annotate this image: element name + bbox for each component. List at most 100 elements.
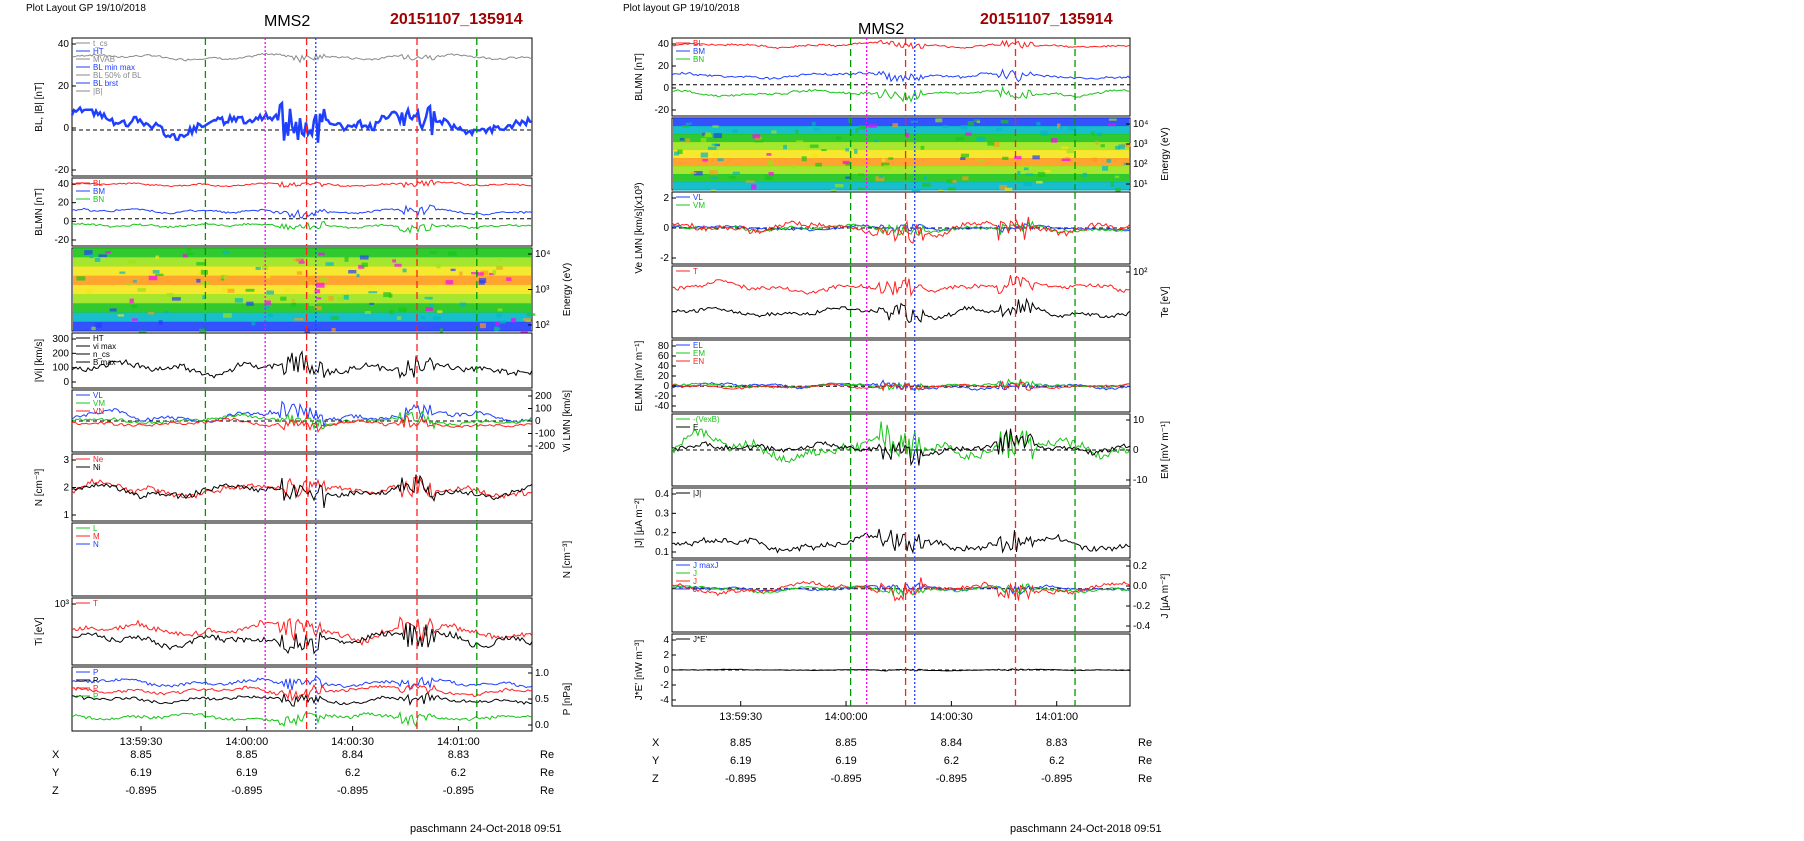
right-event-id: 20151107_135914 <box>980 11 1113 28</box>
spectrogram-speckle <box>987 141 995 146</box>
legend-entry: T <box>93 599 98 608</box>
spectrogram-speckle <box>76 276 86 281</box>
spectrogram-speckle <box>946 179 953 184</box>
panel-frame <box>71 522 533 597</box>
spectrogram-speckle <box>1107 123 1117 127</box>
spectrogram-speckle <box>459 302 467 307</box>
spectrogram-speckle <box>881 162 890 167</box>
spectrogram-speckle <box>1061 158 1071 162</box>
spectrogram-speckle <box>892 123 899 128</box>
spectrogram-speckle <box>976 136 986 142</box>
spectrogram-speckle <box>700 137 707 143</box>
legend-entry: P <box>93 684 98 693</box>
legend-entry: Ne <box>93 455 104 464</box>
series-bl <box>71 179 533 189</box>
y-tick-label: 100 <box>52 363 69 374</box>
series--b- <box>71 52 533 64</box>
spectrogram-speckle <box>1115 187 1121 193</box>
spectrogram-speckle <box>682 125 690 128</box>
spectrogram-speckle <box>132 280 137 283</box>
panel-3: 10² Te [eV] T <box>671 265 1171 339</box>
spectrogram-speckle <box>709 170 718 175</box>
y-tick-label: 0.4 <box>655 489 669 500</box>
right-spacecraft-title: MMS2 <box>858 21 904 38</box>
y-axis-label: Energy (eV) <box>562 263 573 316</box>
legend-entry: BN <box>693 55 704 64</box>
spectrogram-speckle <box>437 310 443 314</box>
ephemeris-unit: Re <box>540 767 554 779</box>
y-tick-label: -4 <box>660 695 669 706</box>
spectrogram-speckle <box>771 130 777 134</box>
ephemeris-value: 6.19 <box>236 767 257 779</box>
y-axis-label: Te [eV] <box>1160 286 1171 317</box>
spectrogram-speckle <box>874 139 879 143</box>
x-tick-label: 14:00:00 <box>225 736 268 748</box>
series-bn <box>671 85 1131 103</box>
spectrogram-speckle <box>291 299 295 302</box>
spectrogram-speckle <box>855 128 859 133</box>
spectrogram-speckle <box>343 294 349 300</box>
spectrogram-speckle <box>677 149 683 155</box>
spectrogram-speckle <box>155 273 164 277</box>
spectrogram-speckle <box>845 148 850 152</box>
legend-entry: EN <box>693 357 704 366</box>
spectrogram-speckle <box>348 269 357 274</box>
legend-entry: B max <box>93 358 116 367</box>
y-tick-label: 10³ <box>1133 139 1148 150</box>
spectrogram-speckle <box>1036 121 1041 126</box>
legend-entry: P <box>93 692 98 701</box>
spectrogram-speckle <box>344 257 349 262</box>
y-tick-label: -200 <box>535 441 555 452</box>
spectrogram-speckle <box>1000 120 1009 124</box>
spectrogram-speckle <box>1002 156 1009 160</box>
series--vexb- <box>672 428 1131 467</box>
spectrogram-speckle <box>713 133 722 139</box>
y-axis-label: EM [mV m⁻¹] <box>1160 421 1171 479</box>
y-tick-label: 10⁴ <box>1133 119 1148 130</box>
panel-frame <box>71 597 533 666</box>
ephemeris-value: -0.895 <box>337 785 368 797</box>
y-tick-label: -20 <box>655 105 670 116</box>
ephemeris-unit: Re <box>1138 773 1152 785</box>
ephemeris-unit: Re <box>540 785 554 797</box>
spectrogram-speckle <box>496 313 502 318</box>
spectrogram-speckle <box>361 262 368 267</box>
spectrogram-speckle <box>325 262 334 266</box>
legend-entry: J <box>693 585 697 594</box>
y-tick-label: 4 <box>663 635 669 646</box>
spectrogram-speckle <box>754 136 762 142</box>
spectrogram-speckle <box>318 252 325 256</box>
spectrogram-speckle <box>850 165 857 169</box>
spectrogram-speckle <box>1023 167 1029 171</box>
spectrogram-speckle <box>126 283 133 286</box>
y-tick-label: 0 <box>63 216 69 227</box>
spectrogram-speckle <box>522 318 532 321</box>
y-tick-label: -2 <box>660 253 669 264</box>
legend-entry: VN <box>93 407 104 416</box>
panel-6: N [cm⁻³] LMN <box>71 522 573 597</box>
spectrogram-speckle <box>328 296 334 301</box>
ephemeris-value: -0.895 <box>830 773 861 785</box>
ephemeris-value: -0.895 <box>936 773 967 785</box>
spectrogram-speckle <box>960 153 970 158</box>
spectrogram-speckle <box>996 128 1002 131</box>
y-axis-label: Energy (eV) <box>1160 127 1171 180</box>
panel-2: 10⁴ 10³ 10² Energy (eV) <box>71 247 573 335</box>
legend-entry: L <box>93 524 98 533</box>
spectrogram-speckle <box>921 182 931 187</box>
legend-entry: EM <box>693 349 705 358</box>
spectrogram-speckle <box>245 288 255 292</box>
y-tick-label: 0.3 <box>655 508 669 519</box>
right-footer: paschmann 24-Oct-2018 09:51 <box>1010 823 1162 835</box>
legend-entry: vi max <box>93 342 116 351</box>
left-footer: paschmann 24-Oct-2018 09:51 <box>410 823 562 835</box>
ephemeris-value: 8.85 <box>236 749 257 761</box>
series--j- <box>671 528 1131 555</box>
spectrogram-speckle <box>949 180 957 183</box>
legend-entry: VM <box>693 201 705 210</box>
x-tick-label: 14:00:30 <box>331 736 374 748</box>
spectrogram-speckle <box>710 176 719 180</box>
